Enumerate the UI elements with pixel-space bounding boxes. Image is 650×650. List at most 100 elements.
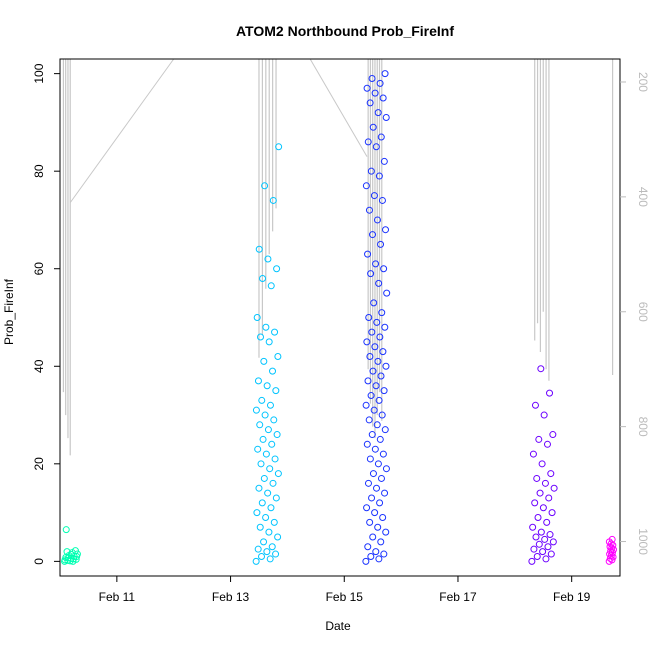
y-axis: 0 20 40 60 80 100 [32,63,60,565]
data-point-2-15 [368,494,376,502]
data-point-2-42 [382,362,390,370]
data-point-2-16 [381,489,389,497]
data-point-2-39 [364,377,372,385]
data-point-3-6 [544,543,552,551]
data-point-2-41 [369,367,377,375]
data-point-2-82 [376,79,384,87]
data-point-0-17 [67,551,75,559]
data-point-3-8 [549,538,557,546]
data-point-1-38 [263,382,271,390]
data-point-2-34 [362,401,370,409]
data-point-3-20 [536,489,544,497]
y2-tick-label-4: 1000 [636,528,650,555]
data-point-3-31 [531,401,539,409]
data-point-1-50 [273,265,281,273]
data-point-2-20 [369,470,377,478]
data-point-2-81 [363,84,371,92]
data-point-2-65 [365,206,373,214]
data-point-1-14 [267,504,275,512]
data-point-2-33 [370,406,378,414]
data-point-2-51 [373,318,381,326]
data-point-3-7 [535,540,543,548]
data-point-1-55 [275,143,283,151]
data-point-2-8 [382,528,390,536]
data-point-2-13 [363,504,371,512]
data-point-2-38 [372,382,380,390]
data-point-2-50 [381,323,389,331]
y-axis-label: Prob_FireInf [2,278,16,345]
y-tick-label-2: 40 [32,359,46,373]
data-point-2-72 [372,143,380,151]
data-point-3-9 [541,535,549,543]
data-point-4-9 [608,544,616,552]
data-point-1-9 [265,528,273,536]
data-point-2-70 [367,167,375,175]
data-point-1-10 [256,523,264,531]
data-point-2-43 [374,357,382,365]
data-point-2-21 [382,465,390,473]
data-points [61,70,617,565]
data-point-1-1 [266,555,274,563]
data-point-2-64 [373,216,381,224]
data-point-2-74 [377,133,385,141]
data-point-1-22 [266,465,274,473]
y2-tick-label-2: 600 [636,302,650,322]
data-point-1-8 [274,533,282,541]
data-point-1-37 [272,387,280,395]
data-point-1-3 [272,550,280,558]
y2-tick-label-3: 800 [636,417,650,437]
data-point-1-32 [270,416,278,424]
data-point-2-67 [370,192,378,200]
data-point-1-12 [262,513,270,521]
data-point-1-0 [252,557,260,565]
data-point-1-7 [260,538,268,546]
data-point-1-23 [257,460,265,468]
data-point-4-6 [608,549,616,557]
data-point-2-58 [380,265,388,273]
data-point-1-27 [268,440,276,448]
data-point-1-34 [252,406,260,414]
x-tick-label-3: Feb 17 [439,590,477,604]
x-tick-label-1: Feb 13 [212,590,250,604]
y2-tick-label-1: 400 [636,187,650,207]
data-point-2-11 [379,513,387,521]
data-point-3-33 [537,365,545,373]
data-point-1-51 [264,255,272,263]
data-point-3-28 [535,435,543,443]
data-point-2-18 [364,479,372,487]
data-point-2-49 [368,328,376,336]
data-point-3-12 [537,528,545,536]
y2-tick-label-0: 200 [636,72,650,92]
data-point-3-25 [538,460,546,468]
x-axis: Feb 11 Feb 13 Feb 15 Feb 17 Feb 19 [99,576,591,604]
data-point-2-23 [366,455,374,463]
data-point-2-36 [367,392,375,400]
data-point-1-18 [255,484,263,492]
data-point-2-55 [383,289,391,297]
y-tick-label-1: 20 [32,457,46,471]
data-point-1-42 [274,353,282,361]
data-point-1-45 [271,328,279,336]
data-point-2-84 [381,70,389,78]
data-point-2-19 [377,474,385,482]
data-point-1-2 [258,552,266,560]
data-point-1-44 [257,333,265,341]
x-axis-label: Date [325,619,351,633]
data-point-4-4 [607,552,615,560]
x-tick-label-4: Feb 19 [553,590,591,604]
data-point-3-17 [539,504,547,512]
data-point-2-27 [376,435,384,443]
data-point-4-12 [607,540,615,548]
data-point-3-19 [545,494,553,502]
data-point-2-60 [364,250,372,258]
data-point-2-71 [380,157,388,165]
secondary-y-axis: 200 400 600 800 1000 [620,72,650,555]
data-point-2-40 [377,372,385,380]
data-point-3-5 [530,545,538,553]
data-point-1-40 [269,367,277,375]
data-point-1-47 [253,314,261,321]
data-point-3-27 [543,440,551,448]
data-point-2-14 [376,499,384,507]
data-point-2-7 [369,533,377,541]
